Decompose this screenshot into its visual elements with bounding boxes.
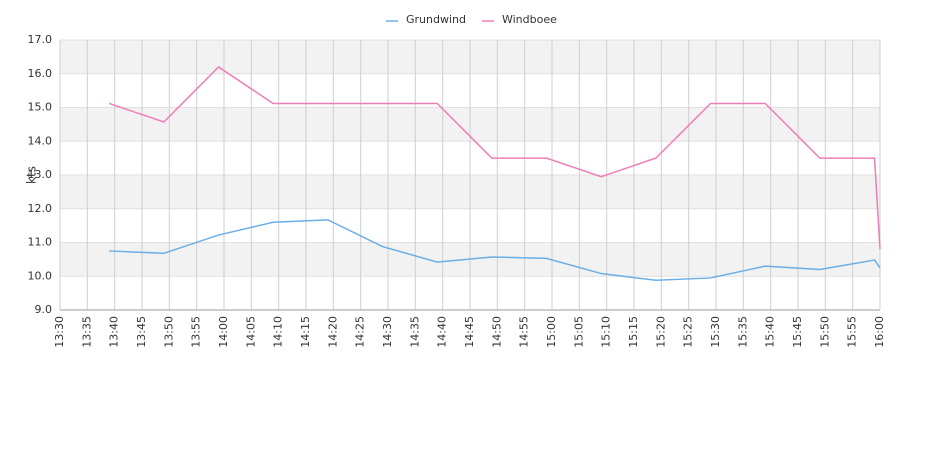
y-tick-label: 17.0 (28, 33, 53, 46)
x-tick-label: 14:45 (463, 316, 476, 348)
y-tick-label: 14.0 (28, 134, 53, 147)
x-tick-label: 15:55 (846, 316, 859, 348)
x-tick-label: 15:15 (627, 316, 640, 348)
x-tick-label: 13:40 (108, 316, 121, 348)
x-tick-label: 15:05 (572, 316, 585, 348)
y-tick-label: 9.0 (35, 303, 53, 316)
x-tick-label: 14:15 (299, 316, 312, 348)
x-tick-label: 15:00 (545, 316, 558, 348)
y-tick-label: 13.0 (28, 168, 53, 181)
x-tick-label: 16:00 (873, 316, 886, 348)
x-tick-label: 15:40 (764, 316, 777, 348)
x-tick-label: 14:05 (244, 316, 257, 348)
x-tick-label: 15:30 (709, 316, 722, 348)
x-tick-label: 13:35 (80, 316, 93, 348)
x-tick-label: 13:50 (162, 316, 175, 348)
y-tick-label: 16.0 (28, 67, 53, 80)
x-tick-label: 14:00 (217, 316, 230, 348)
series-line (109, 219, 881, 282)
y-tick-label: 15.0 (28, 101, 53, 114)
x-tick-label: 14:20 (326, 316, 339, 348)
x-tick-label: 13:55 (190, 316, 203, 348)
x-tick-label: 14:25 (354, 316, 367, 348)
y-tick-label: 10.0 (28, 269, 53, 282)
x-tick-label: 15:50 (818, 316, 831, 348)
x-tick-label: 14:35 (408, 316, 421, 348)
x-tick-label: 15:25 (682, 316, 695, 348)
x-tick-label: 14:40 (436, 316, 449, 348)
x-tick-label: 15:20 (654, 316, 667, 348)
x-tick-label: 15:35 (736, 316, 749, 348)
legend-label: Grundwind (406, 13, 466, 26)
legend-label: Windboee (502, 13, 557, 26)
x-tick-label: 13:45 (135, 316, 148, 348)
y-tick-label: 12.0 (28, 202, 53, 215)
y-tick-label: 11.0 (28, 236, 53, 249)
series-line (108, 66, 881, 250)
x-tick-label: 14:10 (272, 316, 285, 348)
x-tick-label: 14:50 (490, 316, 503, 348)
lines (108, 66, 881, 282)
x-tick-label: 14:55 (518, 316, 531, 348)
x-tick-label: 14:30 (381, 316, 394, 348)
y-axis-label: kts (25, 166, 39, 184)
x-tick-label: 15:45 (791, 316, 804, 348)
x-tick-label: 15:10 (600, 316, 613, 348)
x-tick-label: 13:30 (53, 316, 66, 348)
